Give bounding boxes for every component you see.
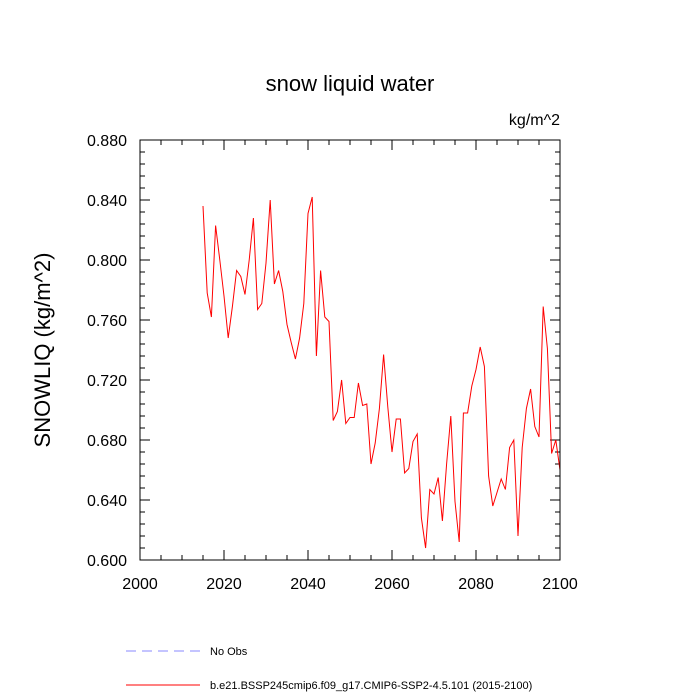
y-tick-label: 0.680 [87,433,127,450]
x-tick-label: 2100 [542,576,578,593]
legend: No Obs b.e21.BSSP245cmip6.f09_g17.CMIP6-… [126,646,532,692]
tick-label-layer: 2000 2020 2040 2060 2080 2100 0.600 0.640 0.680 0… [87,133,578,593]
plot-frame [139,139,561,561]
legend-label-no-obs: No Obs [210,646,248,658]
units-label: kg/m^2 [509,112,560,129]
y-tick-label: 0.840 [87,193,127,210]
y-tick-label: 0.880 [87,133,127,150]
y-axis-label: SNOWLIQ (kg/m^2) [30,253,55,448]
x-tick-label: 2040 [290,576,326,593]
legend-label-main-series: b.e21.BSSP245cmip6.f09_g17.CMIP6-SSP2-4.… [210,680,532,692]
x-tick-label: 2000 [122,576,158,593]
y-tick-label: 0.760 [87,313,127,330]
series-line [202,196,561,549]
x-tick-label: 2020 [206,576,242,593]
series-layer [202,196,561,549]
chart-title: snow liquid water [266,71,435,96]
y-tick-label: 0.800 [87,253,127,270]
x-tick-label: 2080 [458,576,494,593]
x-tick-label: 2060 [374,576,410,593]
axis-layer [139,139,561,561]
y-tick-label: 0.600 [87,553,127,570]
y-tick-label: 0.640 [87,493,127,510]
y-tick-label: 0.720 [87,373,127,390]
